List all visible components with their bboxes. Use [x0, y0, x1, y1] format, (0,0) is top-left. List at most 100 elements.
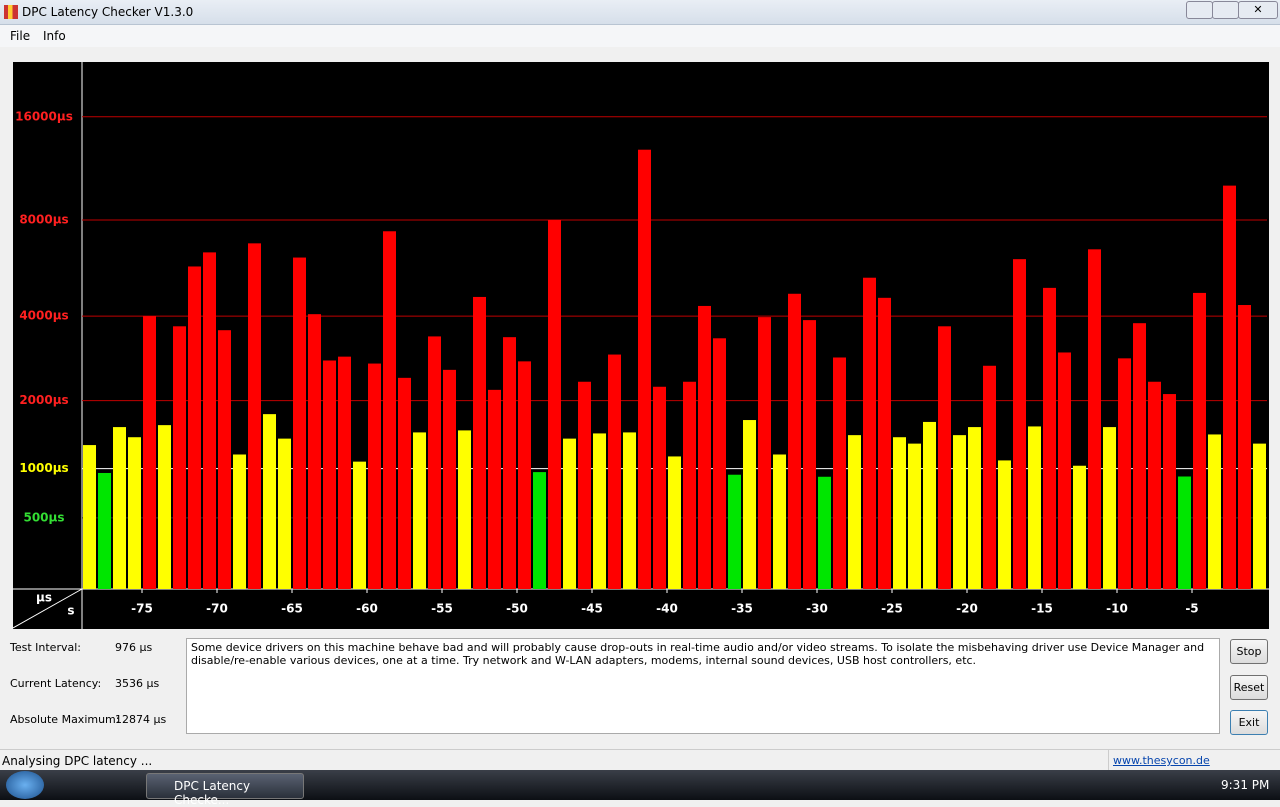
close-button[interactable]: ✕	[1238, 1, 1278, 19]
y-tick-label: 2000µs	[19, 393, 68, 407]
bar	[893, 437, 906, 589]
bar	[773, 454, 786, 589]
website-link[interactable]: www.thesycon.de	[1113, 754, 1210, 767]
bar	[848, 435, 861, 589]
bar	[98, 472, 111, 589]
x-tick-label: -40	[656, 602, 678, 616]
x-tick-label: -70	[206, 602, 228, 616]
bar	[1163, 394, 1176, 589]
maximize-button[interactable]	[1212, 1, 1239, 19]
bar	[1103, 427, 1116, 589]
bar	[398, 377, 411, 589]
bar	[128, 437, 141, 589]
bar	[1208, 434, 1221, 589]
y-tick-label: 1000µs	[19, 461, 68, 475]
bar	[203, 252, 216, 590]
bar	[638, 149, 651, 589]
bar	[608, 354, 621, 589]
task-button[interactable]: DPC Latency Checke...	[146, 773, 304, 807]
title-bar: DPC Latency Checker V1.3.0 ✕	[0, 0, 1280, 25]
bar	[1028, 426, 1041, 589]
y-tick-label: 500µs	[23, 510, 64, 524]
x-tick-label: -30	[806, 602, 828, 616]
bar	[1193, 292, 1206, 589]
bar	[473, 296, 486, 589]
bar	[1088, 249, 1101, 590]
task-label: DPC Latency Checke...	[174, 779, 251, 807]
x-tick-label: -5	[1185, 602, 1198, 616]
bar	[1253, 443, 1266, 589]
bar	[173, 326, 186, 589]
corner-diagonal	[13, 588, 83, 629]
bar	[1058, 352, 1071, 589]
bar	[803, 320, 816, 589]
window-title: DPC Latency Checker V1.3.0	[22, 5, 194, 19]
bar	[653, 386, 666, 589]
bar	[218, 330, 231, 589]
message-box: Some device drivers on this machine beha…	[186, 638, 1220, 734]
bar	[878, 297, 891, 589]
x-tick-label: -60	[356, 602, 378, 616]
bar	[1043, 287, 1056, 589]
exit-button[interactable]: Exit	[1230, 710, 1268, 735]
bar	[548, 220, 561, 589]
bar	[293, 257, 306, 589]
bar	[623, 432, 636, 589]
bar	[833, 357, 846, 589]
status-bar: Analysing DPC latency ... www.thesycon.d…	[0, 749, 1280, 771]
menu-item[interactable]: Info	[43, 29, 66, 43]
bar	[383, 231, 396, 589]
x-tick-label: -15	[1031, 602, 1053, 616]
bar	[488, 389, 501, 589]
reset-button[interactable]: Reset	[1230, 675, 1268, 700]
bar	[278, 438, 291, 589]
stop-button[interactable]: Stop	[1230, 639, 1268, 664]
x-tick-label: -35	[731, 602, 753, 616]
y-tick-label: 4000µs	[19, 309, 68, 323]
bar	[713, 338, 726, 589]
bar	[728, 474, 741, 589]
x-tick-label: -75	[131, 602, 153, 616]
x-tick-label: -25	[881, 602, 903, 616]
stat-value: 12874 µs	[115, 713, 167, 726]
bar	[788, 293, 801, 589]
status-text: Analysing DPC latency ...	[2, 754, 153, 768]
minimize-button[interactable]	[1186, 1, 1213, 19]
bar	[413, 432, 426, 589]
bar	[1073, 465, 1086, 589]
bar	[263, 414, 276, 589]
bar	[983, 365, 996, 589]
bar	[863, 277, 876, 589]
bar	[113, 427, 126, 589]
bar	[923, 421, 936, 589]
bar	[1223, 185, 1236, 590]
menu-bar: File Info	[0, 25, 1280, 47]
latency-chart: µs s 500µs 1000µs 2000µs 4000µs 8000µs 16000µ…	[13, 62, 1269, 629]
x-tick-label: -20	[956, 602, 978, 616]
bar	[338, 356, 351, 589]
bar	[308, 314, 321, 589]
x-tick-label: -55	[431, 602, 453, 616]
bar	[758, 317, 771, 589]
bar	[1238, 305, 1251, 589]
app-icon	[4, 5, 18, 19]
bar	[1133, 323, 1146, 589]
bar	[1178, 476, 1191, 589]
taskbar: DPC Latency Checke... 9:31 PM	[0, 770, 1280, 807]
start-button[interactable]	[6, 771, 44, 799]
bar	[743, 420, 756, 589]
bar	[563, 438, 576, 589]
bar	[818, 476, 831, 589]
stat-label: Current Latency:	[10, 677, 102, 690]
bar	[683, 381, 696, 589]
bar	[968, 427, 981, 589]
menu-item[interactable]: File	[10, 29, 31, 43]
bar	[503, 337, 516, 589]
bar	[908, 443, 921, 589]
bar	[938, 326, 951, 589]
bar	[158, 425, 171, 589]
bar	[998, 460, 1011, 589]
bar	[323, 360, 336, 589]
bar	[428, 336, 441, 589]
bar	[578, 381, 591, 589]
